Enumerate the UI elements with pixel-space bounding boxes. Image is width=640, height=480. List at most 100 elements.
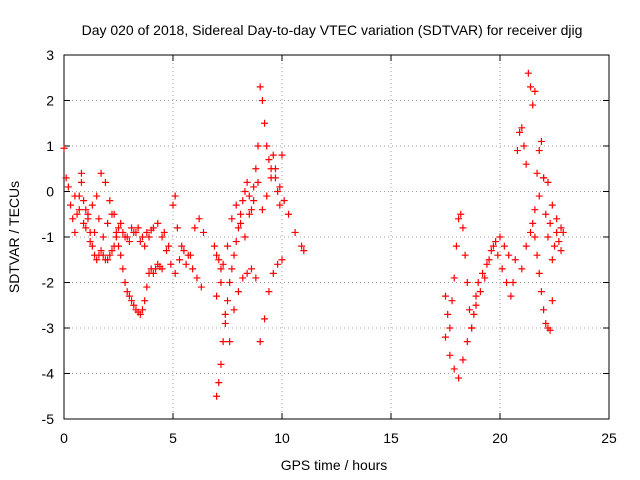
data-point bbox=[276, 183, 284, 191]
data-point bbox=[518, 124, 526, 132]
data-point bbox=[217, 360, 225, 368]
data-point bbox=[84, 210, 92, 218]
series-track-a bbox=[60, 144, 166, 318]
data-point bbox=[237, 210, 245, 218]
data-point bbox=[465, 306, 473, 314]
data-point bbox=[158, 265, 166, 273]
data-point bbox=[516, 128, 524, 136]
series-track-j bbox=[442, 242, 515, 382]
data-point bbox=[228, 215, 236, 223]
data-point bbox=[463, 279, 471, 286]
data-point bbox=[147, 226, 155, 234]
data-point bbox=[106, 197, 114, 205]
data-point bbox=[99, 233, 107, 241]
y-tick-label: -3 bbox=[42, 320, 55, 336]
data-point bbox=[529, 219, 537, 227]
data-point bbox=[82, 206, 90, 214]
data-point bbox=[446, 324, 454, 332]
data-point bbox=[509, 279, 517, 286]
x-axis-label: GPS time / hours bbox=[281, 457, 388, 473]
data-point bbox=[123, 288, 131, 296]
data-point bbox=[459, 356, 467, 364]
data-point bbox=[247, 206, 255, 214]
data-point bbox=[263, 142, 271, 150]
data-point bbox=[546, 219, 554, 227]
series-track-d bbox=[160, 192, 208, 268]
data-point bbox=[138, 306, 146, 314]
data-point bbox=[215, 256, 223, 264]
data-point bbox=[472, 301, 480, 309]
data-point bbox=[285, 210, 293, 218]
data-point bbox=[128, 297, 136, 305]
data-point bbox=[239, 274, 247, 282]
data-point bbox=[254, 178, 262, 186]
data-point bbox=[234, 224, 242, 232]
data-point bbox=[271, 165, 279, 173]
data-point bbox=[95, 215, 103, 223]
data-point bbox=[498, 265, 506, 273]
data-point bbox=[531, 206, 539, 214]
data-point bbox=[544, 178, 552, 186]
data-point bbox=[256, 83, 264, 91]
y-tick-label: -4 bbox=[42, 366, 55, 382]
data-point bbox=[487, 247, 495, 255]
data-point bbox=[145, 233, 153, 241]
data-point bbox=[112, 228, 120, 236]
data-point bbox=[71, 192, 79, 200]
data-point bbox=[537, 137, 545, 145]
data-point bbox=[540, 306, 548, 314]
data-point bbox=[489, 242, 497, 250]
data-point bbox=[544, 233, 552, 241]
data-point bbox=[138, 233, 146, 241]
data-point bbox=[71, 228, 79, 236]
data-point bbox=[527, 228, 535, 236]
data-point bbox=[533, 251, 541, 259]
data-point bbox=[213, 251, 221, 259]
data-point bbox=[143, 228, 151, 236]
y-tick-label: 1 bbox=[46, 138, 54, 154]
data-point bbox=[548, 201, 556, 209]
data-point bbox=[226, 279, 234, 286]
data-point bbox=[171, 269, 179, 277]
data-point bbox=[463, 338, 471, 346]
data-point bbox=[551, 242, 558, 250]
data-point bbox=[265, 288, 273, 296]
data-point bbox=[535, 147, 543, 155]
data-point bbox=[470, 310, 478, 318]
data-point bbox=[537, 288, 545, 296]
data-point bbox=[459, 224, 467, 232]
data-points bbox=[60, 69, 567, 400]
data-point bbox=[455, 374, 463, 382]
data-point bbox=[97, 169, 105, 177]
data-point bbox=[457, 210, 465, 218]
data-point bbox=[219, 260, 227, 268]
data-point bbox=[494, 251, 502, 259]
x-tick-label: 20 bbox=[492, 430, 508, 446]
data-point bbox=[258, 97, 266, 104]
data-point bbox=[215, 379, 223, 387]
chart-title: Day 020 of 2018, Sidereal Day-to-day VTE… bbox=[82, 22, 583, 38]
data-point bbox=[75, 206, 83, 214]
data-point bbox=[162, 247, 170, 255]
data-point bbox=[80, 219, 88, 227]
y-tick-label: 3 bbox=[46, 47, 54, 63]
data-point bbox=[99, 251, 107, 259]
data-point bbox=[540, 174, 548, 182]
data-point bbox=[535, 269, 543, 277]
data-point bbox=[210, 242, 218, 250]
data-point bbox=[280, 197, 288, 205]
data-point bbox=[130, 301, 138, 309]
data-point bbox=[97, 247, 105, 255]
x-tick-label: 0 bbox=[60, 430, 68, 446]
data-point bbox=[69, 215, 77, 223]
data-point bbox=[180, 247, 188, 255]
data-point bbox=[115, 242, 122, 250]
data-point bbox=[442, 292, 449, 300]
data-point bbox=[171, 192, 179, 200]
series-track-l bbox=[518, 174, 567, 273]
data-point bbox=[230, 306, 238, 314]
data-point bbox=[119, 228, 127, 236]
data-point bbox=[247, 265, 255, 273]
data-point bbox=[237, 219, 245, 227]
data-point bbox=[191, 224, 199, 232]
